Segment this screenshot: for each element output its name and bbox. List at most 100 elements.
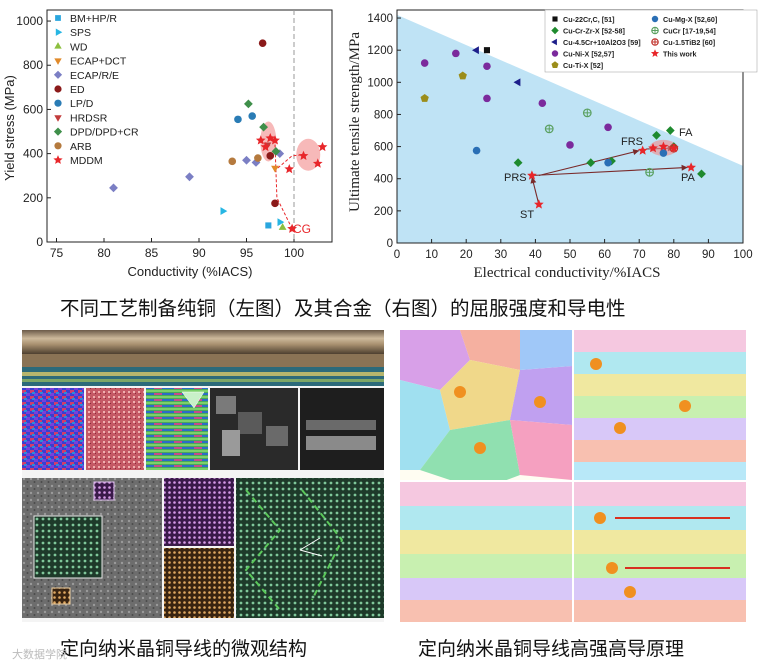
left-point-arb: [228, 157, 237, 166]
right-legend-marker: [551, 38, 557, 46]
left-legend-marker: [54, 115, 62, 122]
right-point-this-work: [527, 170, 537, 180]
left-point-dpd-dpd-cr: [244, 99, 253, 109]
right-point-cu-4-5cr-10al2o3-59-: [513, 78, 521, 87]
right-point-cu-ni-x-52-57-: [538, 99, 547, 107]
left-point-ed: [271, 199, 279, 208]
left-legend-label: BM+HP/R: [70, 13, 117, 25]
left-legend-label: ARB: [70, 141, 92, 153]
right-x-tick-label: 0: [394, 249, 400, 261]
right-legend-marker: [551, 61, 559, 68]
left-point-dpd-dpd-cr: [271, 147, 281, 156]
right-x-tick-label: 70: [633, 249, 646, 261]
left-point-mddm: [255, 135, 266, 145]
microstructure-figure: [22, 330, 384, 622]
mddm-path: [274, 144, 293, 229]
right-point-cu-ni-x-52-57-: [604, 123, 612, 132]
left-y-tick-label: 1000: [16, 14, 43, 28]
right-y-tick-label: 1400: [367, 13, 393, 25]
left-y-axis-label: Yield stress (MPa): [2, 75, 17, 181]
wire-photo-b: [22, 354, 384, 367]
bottom-right-caption: 定向纳米晶铜导线高强高导原理: [418, 638, 685, 660]
right-legend-box: [544, 9, 758, 73]
hrtem-e3: [164, 548, 234, 618]
left-y-tick-label: 200: [23, 191, 43, 205]
arrow-head: [681, 164, 688, 171]
right-x-tick-label: 90: [702, 249, 715, 261]
cg-annotation: CG: [293, 222, 311, 236]
right-x-tick-label: 60: [598, 249, 611, 261]
right-x-axis-label: Electrical conductivity/%IACS: [473, 265, 660, 281]
right-point-this-work: [637, 145, 648, 155]
left-x-tick-label: 90: [192, 246, 206, 260]
right-point-cu-mg-x-52-60-: [472, 146, 481, 155]
right-legend-label: Cu-Ti-X [52]: [563, 61, 603, 70]
left-point-bm-hp-r: [265, 222, 272, 229]
left-legend-marker: [54, 85, 62, 93]
right-point-cu-22cr-c-51-: [483, 47, 490, 54]
left-y-tick-label: 400: [23, 147, 43, 161]
right-point-cu-ti-x-52-: [420, 94, 429, 102]
left-x-tick-label: 80: [97, 246, 111, 260]
right-point-cu-ti-x-52-: [458, 71, 467, 80]
right-y-axis-label: Ultimate tensile strength/MPa: [347, 32, 363, 212]
annotation-pa: PA: [681, 172, 696, 184]
right-y-tick-label: 1000: [367, 77, 393, 89]
right-legend-label: Cu-4.5Cr+10Al2O3 [59]: [563, 38, 641, 47]
top-caption: 不同工艺制备纯铜（左图）及其合金（右图）的屈服强度和导电性: [60, 297, 626, 320]
annotation-fa: FA: [679, 127, 693, 139]
left-legend: BM+HP/R SPS WD ECAP+DCT ECAP/R/E ED LP/D HRDSR D…: [53, 13, 139, 167]
right-point-this-work: [658, 141, 669, 151]
left-point-sps: [277, 218, 285, 227]
left-legend-marker: [54, 142, 62, 150]
left-point-ecap-r-e: [275, 149, 285, 158]
left-point-ecap-dct: [271, 165, 279, 173]
right-x-tick-label: 10: [425, 249, 438, 261]
right-point-cu-mg-x-52-60-: [659, 149, 668, 157]
right-point-this-work: [668, 143, 679, 153]
bottom-left-caption: 定向纳米晶铜导线的微观结构: [60, 638, 308, 660]
left-legend-marker: [55, 15, 61, 21]
right-y-tick-label: 0: [387, 238, 393, 250]
right-point-this-work: [534, 199, 544, 209]
left-legend-marker: [54, 58, 62, 65]
left-y-tick-label: 800: [23, 58, 43, 72]
left-point-mddm: [270, 135, 280, 145]
left-point-mddm: [260, 141, 271, 152]
left-legend-marker: [53, 70, 63, 79]
left-point-dpd-dpd-cr: [259, 122, 268, 132]
left-point-sps: [220, 207, 228, 215]
left-legend-label: SPS: [70, 27, 91, 39]
left-point-lp-d: [234, 115, 242, 124]
left-legend-marker: [54, 42, 62, 49]
left-point-mddm: [287, 223, 297, 233]
right-legend-label: CuCr [17-19,54]: [663, 27, 716, 36]
right-y-tick-label: 600: [374, 142, 393, 154]
left-point-ed: [266, 152, 275, 160]
right-point-this-work: [686, 162, 696, 172]
arrow-head: [632, 149, 640, 155]
ebsd-top-map: [22, 388, 84, 470]
right-legend-label: Cu-Cr-Zr-X [52-58]: [563, 27, 625, 36]
property-envelope-region: [397, 14, 743, 243]
watermark: 大数据学院: [12, 649, 67, 661]
right-x-tick-label: 40: [529, 249, 542, 261]
right-legend: Cu-22Cr,C, [51] Cu-Cr-Zr-X [52-58] Cu-4.5C…: [544, 9, 758, 73]
left-legend-label: HRDSR: [70, 112, 108, 124]
annotation-st: ST: [520, 209, 534, 221]
e1-inset-box: [33, 515, 103, 579]
right-point-cu-cr-zr-x-52-58-: [586, 158, 596, 167]
left-legend-marker: [54, 99, 62, 107]
processing-path-arrow: [531, 166, 688, 177]
right-legend-marker: [651, 15, 659, 23]
arrow-head: [530, 177, 537, 184]
right-point-cu-cr-zr-x-52-58-: [666, 126, 675, 135]
right-point-cu-cr-zr-x-52-58-: [697, 169, 706, 179]
panel-c2: [574, 330, 746, 480]
annotation-frs: FRS: [621, 136, 643, 148]
right-legend-marker: [650, 49, 660, 57]
left-point-ecap-r-e: [109, 183, 118, 193]
right-x-tick-label: 30: [494, 249, 507, 261]
left-point-ed: [258, 39, 267, 47]
right-y-tick-label: 200: [374, 206, 393, 218]
